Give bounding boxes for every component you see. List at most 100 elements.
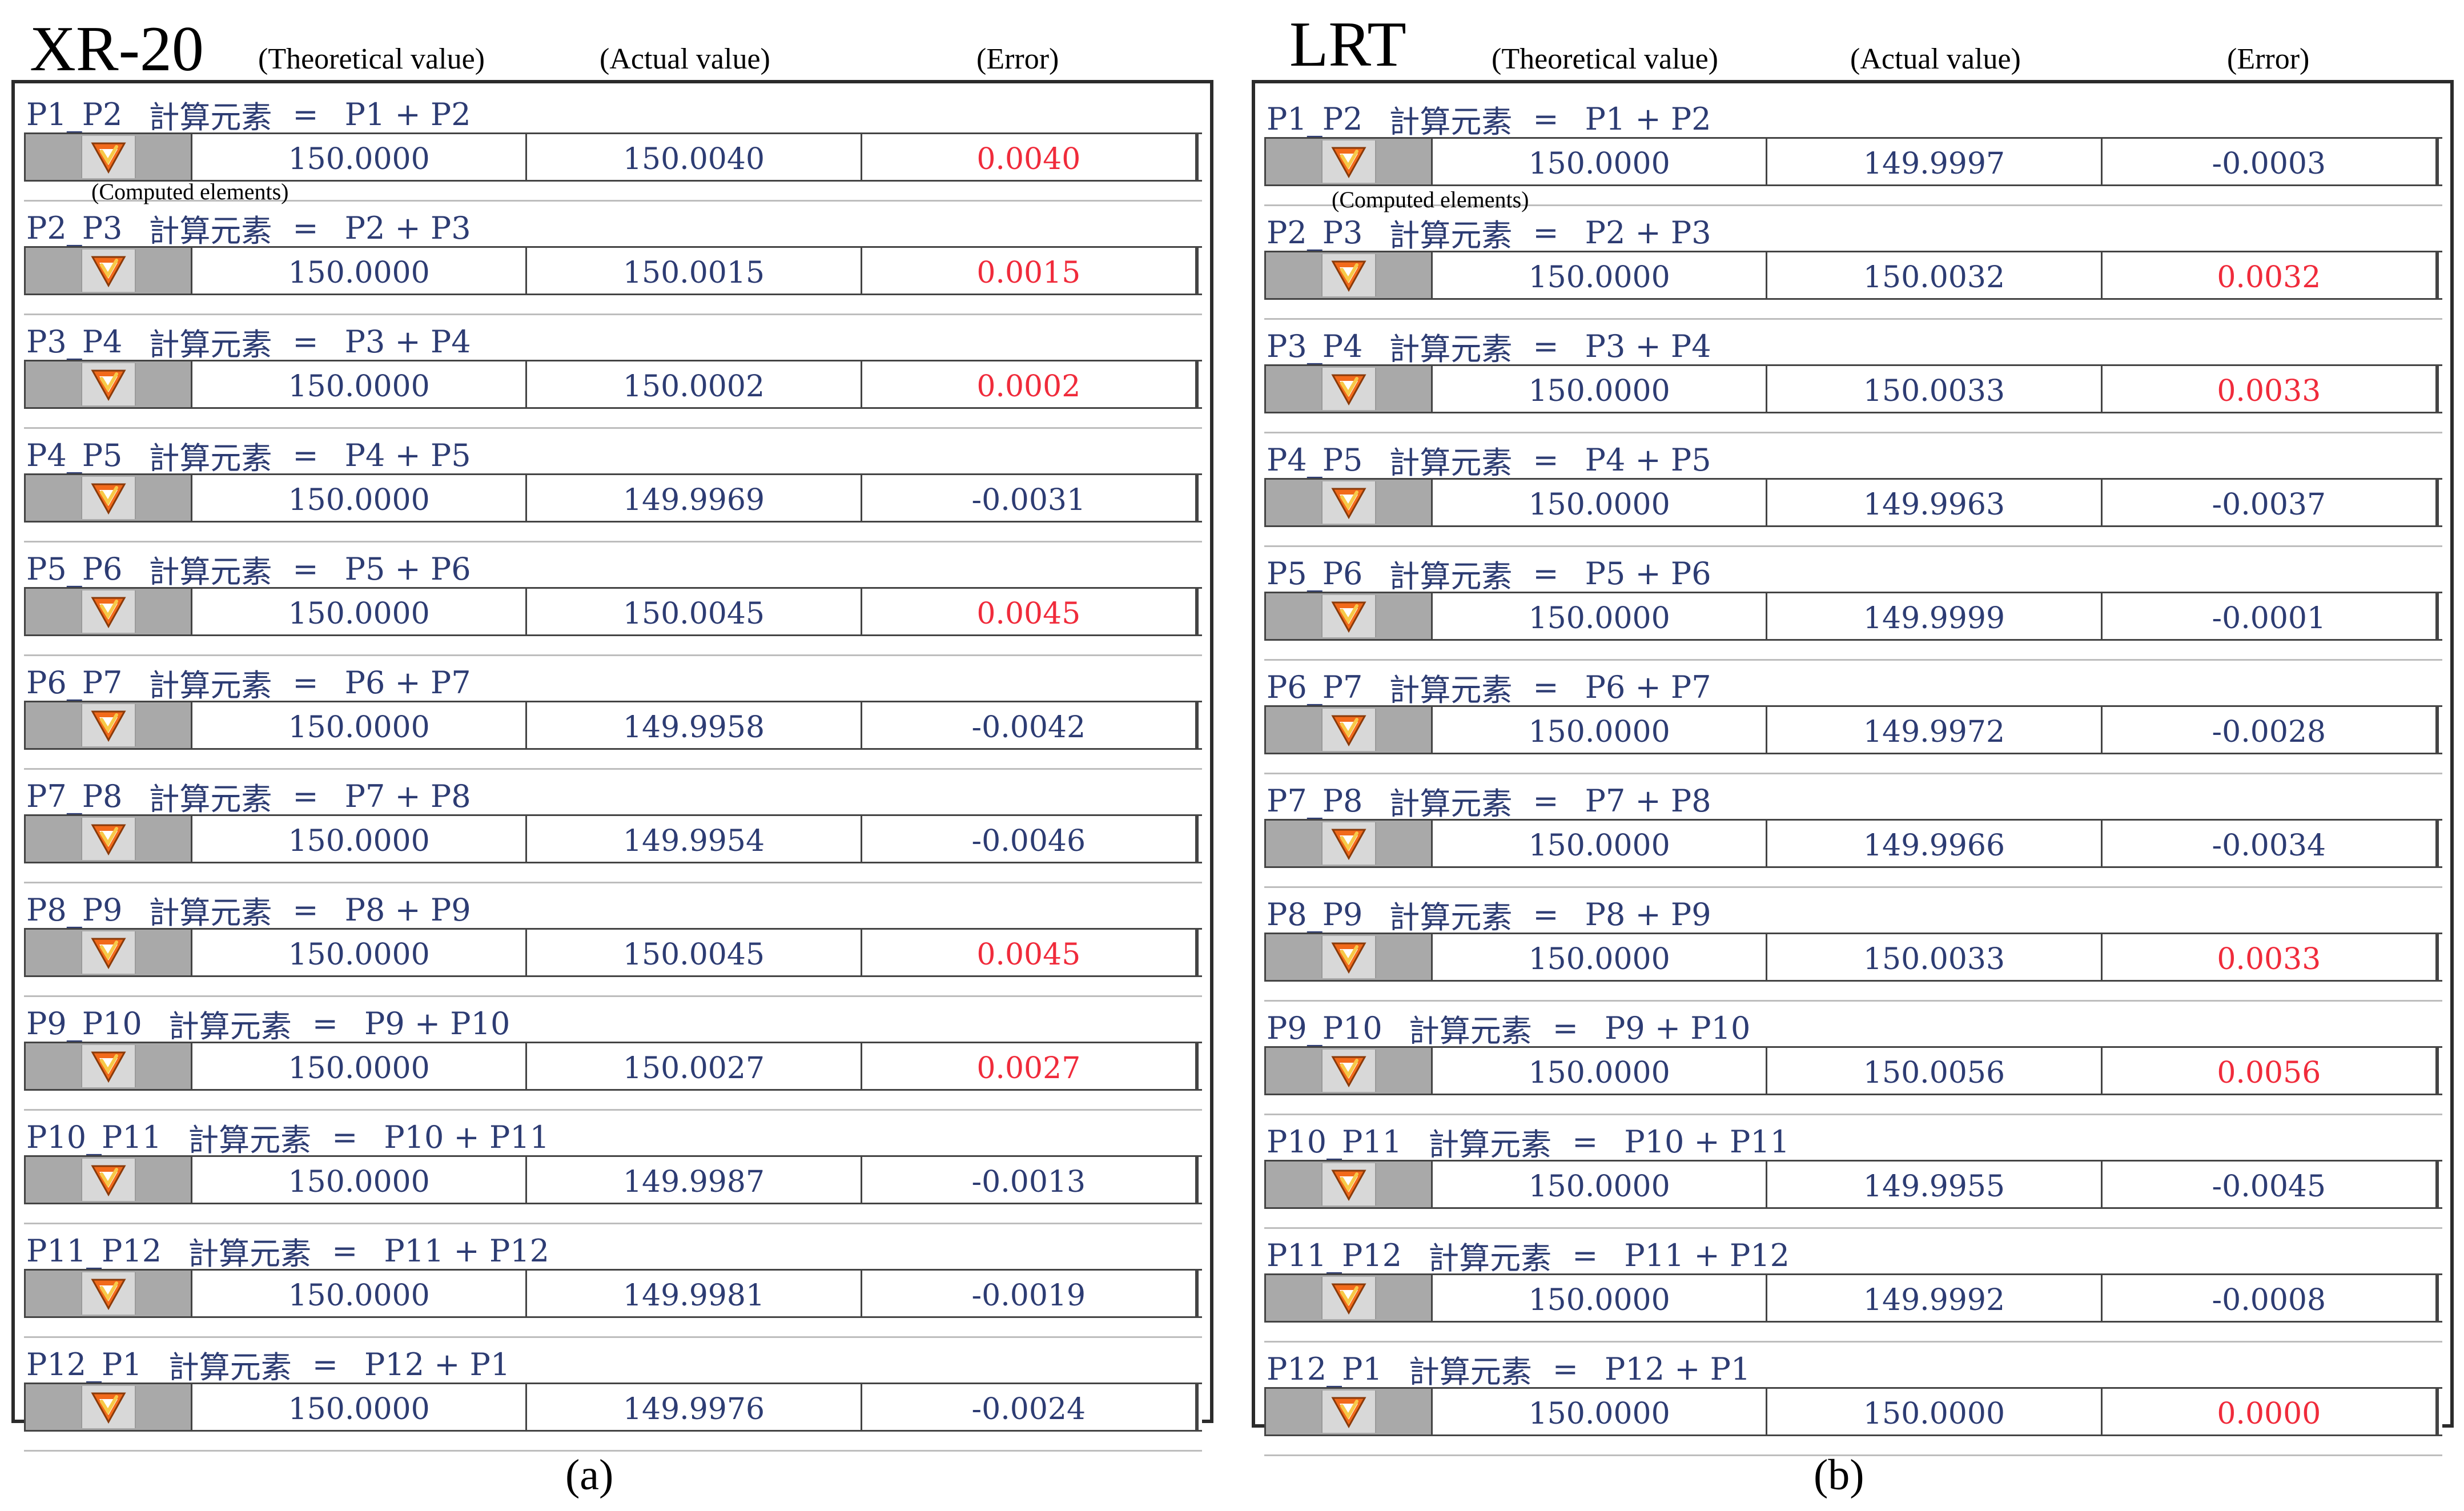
v-check-icon [1331,260,1366,292]
compute-button-face[interactable] [1321,1050,1376,1092]
row-end-divider [2437,252,2442,298]
row-title: P4_P5 計算元素 = P4 + P5 [1267,437,1711,483]
panel-b-header-error: (Error) [2227,43,2310,75]
compute-button[interactable] [1266,1048,1433,1094]
compute-button-face[interactable] [1321,822,1376,865]
row-end-divider [1196,1043,1202,1089]
equals-sign: = [332,1232,358,1269]
element-name: P10_P11 [1267,1123,1402,1160]
compute-button-face[interactable] [81,931,136,974]
compute-button-face[interactable] [81,704,136,746]
actual-value-cell: 149.9969 [527,475,862,521]
compute-button[interactable] [26,1384,192,1430]
element-row: P2_P3 計算元素 = P2 + P3 150.0000 150.0032 0.0032 [1264,206,2442,320]
compute-button[interactable] [1266,707,1433,753]
equals-sign: = [292,778,319,814]
actual-value-cell: 149.9963 [1767,480,2103,525]
element-formula: P4 + P5 [1585,441,1711,478]
error-value-cell: 0.0045 [862,930,1197,975]
compute-button[interactable] [26,361,192,407]
computed-element-label: 計算元素 [148,326,272,363]
row-title: P6_P7 計算元素 = P6 + P7 [1267,664,1711,710]
compute-button[interactable] [26,930,192,975]
compute-button[interactable] [1266,1275,1433,1321]
element-formula: P1 + P2 [1585,101,1711,137]
values-bar: 150.0000 149.9972 -0.0028 [1264,705,2442,754]
compute-button-face[interactable] [81,1159,136,1201]
row-title: P5_P6 計算元素 = P5 + P6 [26,546,471,592]
compute-button-face[interactable] [1321,1277,1376,1319]
compute-button[interactable] [1266,821,1433,866]
compute-button[interactable] [26,475,192,521]
compute-button-face[interactable] [1321,254,1376,296]
compute-button-face[interactable] [1321,481,1376,524]
element-name: P3_P4 [1267,328,1363,364]
values-bar: 150.0000 149.9997 -0.0003 [1264,137,2442,186]
actual-value-cell: 149.9976 [527,1384,862,1430]
values-bar: 150.0000 150.0033 0.0033 [1264,364,2442,413]
compute-button-face[interactable] [1321,1391,1376,1433]
compute-button-face[interactable] [81,250,136,292]
compute-button[interactable] [1266,1162,1433,1207]
error-value-cell: 0.0002 [862,361,1197,407]
compute-button[interactable] [1266,934,1433,980]
row-title: P5_P6 計算元素 = P5 + P6 [1267,550,1711,596]
equals-sign: = [312,1346,338,1383]
compute-button[interactable] [26,589,192,634]
row-end-divider [1196,1271,1202,1316]
v-check-icon [90,824,126,856]
compute-button-face[interactable] [81,818,136,860]
compute-button[interactable] [26,1271,192,1316]
compute-button-face[interactable] [81,1272,136,1315]
compute-button-face[interactable] [1321,140,1376,183]
error-value-cell: 0.0000 [2103,1389,2437,1434]
compute-button-face[interactable] [1321,936,1376,978]
compute-button-face[interactable] [81,1045,136,1087]
element-name: P2_P3 [1267,214,1363,251]
element-formula: P10 + P11 [1624,1123,1790,1160]
compute-button-face[interactable] [81,363,136,405]
compute-button[interactable] [26,702,192,748]
compute-button[interactable] [1266,480,1433,525]
compute-button[interactable] [1266,1389,1433,1434]
compute-button[interactable] [26,1157,192,1203]
v-check-icon [1331,1056,1366,1088]
compute-button[interactable] [26,248,192,294]
values-bar: 150.0000 149.9955 -0.0045 [1264,1160,2442,1209]
row-end-divider [1196,1384,1202,1430]
v-check-icon [90,938,126,970]
computed-element-label: 計算元素 [1389,558,1513,594]
values-bar: 150.0000 150.0002 0.0002 [24,360,1202,409]
compute-button-face[interactable] [1321,368,1376,410]
compute-button-face[interactable] [81,1386,136,1428]
computed-element-label: 計算元素 [168,1008,292,1044]
theoretical-value-cell: 150.0000 [192,475,528,521]
compute-button-face[interactable] [81,590,136,633]
compute-button-face[interactable] [1321,595,1376,637]
values-bar: 150.0000 149.9954 -0.0046 [24,814,1202,863]
values-bar: 150.0000 150.0033 0.0033 [1264,933,2442,982]
compute-button-face[interactable] [1321,709,1376,751]
element-name: P9_P10 [1267,1010,1382,1046]
element-row: P1_P2 計算元素 = P1 + P2 150.0000 150.0040 0.0040 [24,88,1202,202]
compute-button[interactable] [26,1043,192,1089]
compute-button-face[interactable] [81,136,136,178]
computed-element-label: 計算元素 [1389,217,1513,254]
compute-button[interactable] [1266,593,1433,639]
theoretical-value-cell: 150.0000 [192,361,528,407]
compute-button[interactable] [1266,252,1433,298]
compute-button-face[interactable] [1321,1163,1376,1205]
v-check-icon [90,483,126,515]
compute-button[interactable] [26,816,192,862]
compute-button-face[interactable] [81,477,136,519]
element-row: P9_P10 計算元素 = P9 + P10 150.0000 150.0056 0.005… [1264,1002,2442,1115]
values-bar: 150.0000 149.9958 -0.0042 [24,701,1202,750]
compute-button[interactable] [1266,139,1433,184]
compute-button[interactable] [26,134,192,180]
equals-sign: = [292,437,319,473]
theoretical-value-cell: 150.0000 [1433,480,1768,525]
element-formula: P11 + P12 [384,1232,550,1269]
compute-button[interactable] [1266,366,1433,412]
actual-value-cell: 150.0056 [1767,1048,2103,1094]
computed-element-label: 計算元素 [1389,103,1513,140]
